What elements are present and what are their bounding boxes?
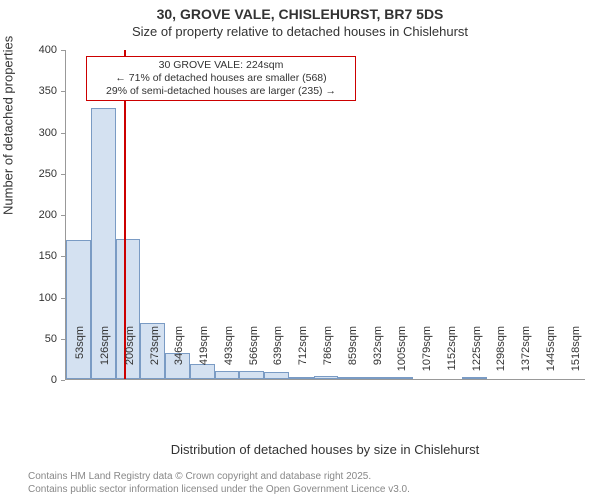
y-tick-label: 0 [0, 374, 57, 386]
footer-attribution: Contains HM Land Registry data © Crown c… [28, 471, 410, 496]
x-tick-label: 932sqm [372, 326, 384, 386]
x-tick-label: 419sqm [198, 326, 210, 386]
chart-title-subtitle: Size of property relative to detached ho… [0, 24, 600, 39]
y-tick-mark [61, 298, 65, 299]
x-tick-label: 493sqm [223, 326, 235, 386]
y-tick-mark [61, 174, 65, 175]
y-tick-mark [61, 215, 65, 216]
y-tick-label: 100 [0, 292, 57, 304]
x-tick-label: 53sqm [74, 326, 86, 386]
x-tick-label: 1079sqm [421, 326, 433, 386]
annotation-box: 30 GROVE VALE: 224sqm ← 71% of detached … [86, 56, 356, 101]
x-tick-label: 273sqm [149, 326, 161, 386]
annotation-line2: ← 71% of detached houses are smaller (56… [91, 72, 351, 85]
y-tick-label: 350 [0, 85, 57, 97]
y-tick-label: 400 [0, 44, 57, 56]
y-tick-mark [61, 380, 65, 381]
y-tick-label: 200 [0, 209, 57, 221]
x-tick-label: 346sqm [173, 326, 185, 386]
y-tick-mark [61, 133, 65, 134]
x-axis-label: Distribution of detached houses by size … [65, 442, 585, 457]
annotation-line3: 29% of semi-detached houses are larger (… [91, 85, 351, 98]
x-tick-label: 1005sqm [396, 326, 408, 386]
x-tick-label: 859sqm [347, 326, 359, 386]
y-tick-mark [61, 256, 65, 257]
y-tick-label: 250 [0, 168, 57, 180]
x-tick-label: 200sqm [124, 326, 136, 386]
x-tick-label: 1225sqm [471, 326, 483, 386]
y-tick-mark [61, 91, 65, 92]
y-tick-label: 50 [0, 333, 57, 345]
footer-line2: Contains public sector information licen… [28, 484, 410, 497]
y-axis-label: Number of detached properties [1, 36, 16, 215]
x-tick-label: 1518sqm [570, 326, 582, 386]
x-tick-label: 126sqm [99, 326, 111, 386]
y-tick-label: 150 [0, 250, 57, 262]
x-tick-label: 786sqm [322, 326, 334, 386]
x-tick-label: 639sqm [272, 326, 284, 386]
x-tick-label: 1152sqm [446, 326, 458, 386]
x-tick-label: 1298sqm [495, 326, 507, 386]
x-tick-label: 712sqm [297, 326, 309, 386]
footer-line1: Contains HM Land Registry data © Crown c… [28, 471, 410, 484]
x-tick-label: 1372sqm [520, 326, 532, 386]
x-tick-label: 566sqm [248, 326, 260, 386]
annotation-line1: 30 GROVE VALE: 224sqm [91, 59, 351, 72]
y-tick-mark [61, 50, 65, 51]
chart-title-address: 30, GROVE VALE, CHISLEHURST, BR7 5DS [0, 6, 600, 22]
x-tick-label: 1445sqm [545, 326, 557, 386]
y-tick-mark [61, 339, 65, 340]
y-tick-label: 300 [0, 127, 57, 139]
chart-container: 30, GROVE VALE, CHISLEHURST, BR7 5DS Siz… [0, 0, 600, 500]
